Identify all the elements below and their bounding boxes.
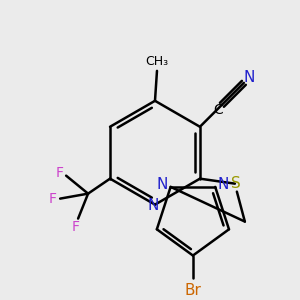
Text: F: F [48,192,56,206]
Text: N: N [157,177,168,192]
Text: CH₃: CH₃ [146,56,169,68]
Text: F: F [55,166,63,180]
Text: N: N [218,177,229,192]
Text: N: N [147,198,159,213]
Text: C: C [213,103,223,117]
Text: F: F [72,220,80,234]
Text: S: S [231,176,241,191]
Text: N: N [243,70,254,86]
Text: Br: Br [184,283,201,298]
